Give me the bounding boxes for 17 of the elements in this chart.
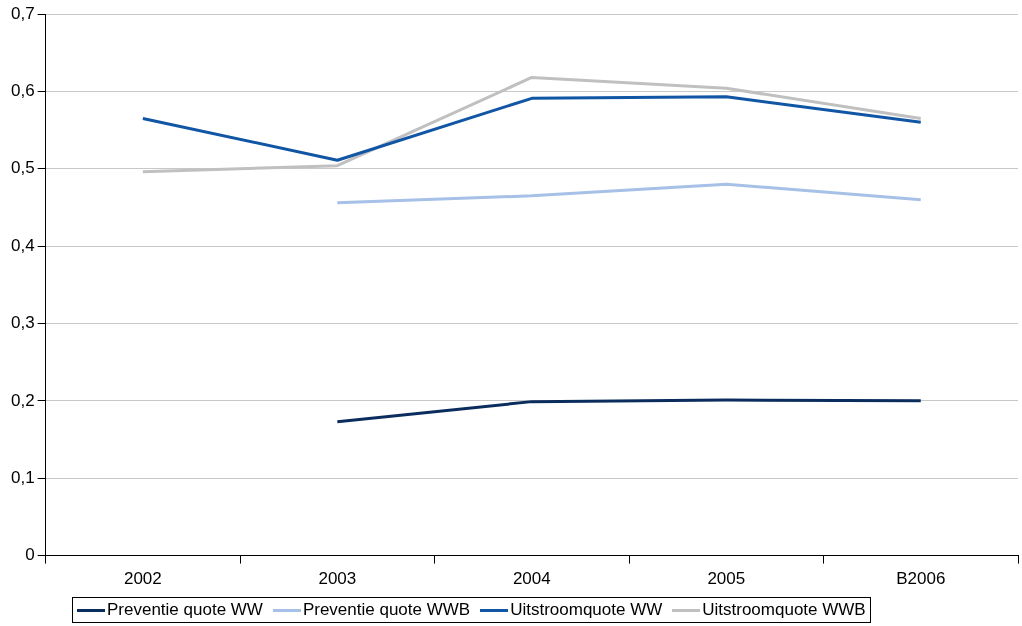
y-tick-label: 0 [25, 545, 35, 565]
y-tick-label: 0,5 [10, 158, 35, 178]
legend-label: Preventie quote WW [107, 600, 263, 619]
legend-label: Uitstroomquote WW [510, 600, 663, 619]
y-tick-label: 0,1 [10, 467, 35, 487]
x-tick-label: 2003 [318, 569, 357, 589]
y-tick-label: 0,7 [10, 3, 35, 23]
legend-label: Preventie quote WWB [302, 600, 471, 619]
y-tick-label: 0,2 [10, 390, 35, 410]
x-tick-label: 2005 [707, 569, 746, 589]
x-tick-label: 2002 [123, 569, 162, 589]
y-tick-label: 0,6 [10, 81, 35, 101]
x-tick-label: B2006 [896, 569, 946, 589]
y-tick-label: 0,3 [10, 313, 35, 333]
x-tick-label: 2004 [512, 569, 551, 589]
legend-label: Uitstroomquote WWB [702, 600, 866, 619]
y-tick-label: 0,4 [10, 235, 35, 255]
